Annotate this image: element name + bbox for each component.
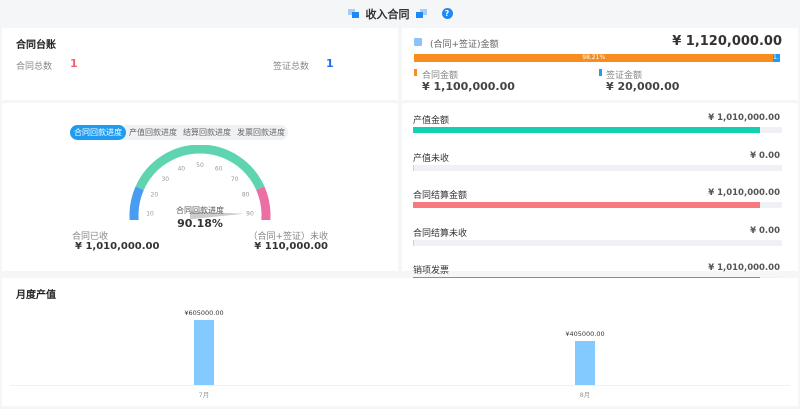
progress-value: ¥ 1,010,000.00 — [708, 188, 780, 198]
visa-share-bar: 1. — [773, 54, 780, 62]
contract-total-label: 合同总数 — [16, 62, 53, 72]
unreceived-value: ¥ 110,000.00 — [254, 241, 328, 252]
progress-label: 合同结算金额 — [413, 191, 468, 201]
gauge-value: 90.18% — [177, 217, 223, 230]
gauge-arc-mid — [135, 145, 265, 191]
x-axis — [10, 385, 790, 386]
chart-title: 月度产值 — [16, 290, 56, 301]
bar-0 — [194, 320, 214, 385]
progress-bar — [413, 239, 782, 246]
visa-total-label: 签证总数 — [273, 62, 310, 72]
page-header: 收入合同 ? — [0, 0, 800, 27]
x-tick-label: 7月 — [198, 391, 210, 399]
gauge-tick-label: 10 — [146, 210, 154, 217]
amount-icon — [414, 38, 422, 46]
progress-bar — [413, 127, 782, 133]
contract-share-bar: 98.21% — [414, 54, 774, 62]
gauge-chart: 0102030405060708090100 — [129, 145, 271, 220]
received-label: 合同已收 — [72, 232, 109, 242]
gauge-tick-label: 30 — [161, 176, 169, 183]
monthly-output-panel: 月度产值 ¥605000.00 7月 ¥405000.00 8月 — [2, 278, 798, 406]
amount-label: (合同+签证)金额 — [430, 40, 499, 50]
gauge-pointer — [189, 211, 244, 220]
progress-bar — [413, 164, 782, 171]
progress-label: 合同结算未收 — [413, 228, 468, 239]
contract-amount-label: 合同金额 — [422, 71, 459, 81]
gauge-tick-label: 90 — [246, 210, 254, 217]
tab-invoice-progress[interactable]: 发票回款进度 — [237, 128, 285, 137]
gauge-tabs: 合同回款进度 产值回款进度 结算回款进度 发票回款进度 — [70, 125, 288, 140]
progress-value: ¥ 0.00 — [750, 150, 780, 161]
tab-output-progress[interactable]: 产值回款进度 — [129, 128, 177, 137]
progress-value: ¥ 1,010,000.00 — [708, 113, 780, 123]
decor-right-icon — [415, 8, 428, 19]
progress-fill — [413, 202, 760, 208]
gauge-tick-label: 40 — [177, 166, 185, 173]
gauge-tick-label: 60 — [215, 166, 223, 173]
received-value: ¥ 1,010,000.00 — [75, 241, 160, 252]
ledger-panel: 合同台账 合同总数 1 签证总数 1 — [2, 28, 398, 100]
gauge-name: 合同回款进度 — [176, 206, 224, 215]
progress-value: ¥ 1,010,000.00 — [708, 263, 780, 273]
page-title: 收入合同 — [365, 7, 410, 21]
progress-label: 产值金额 — [413, 116, 450, 126]
visa-legend-icon — [599, 69, 602, 76]
bar-1 — [575, 341, 595, 385]
gauge-arc-low — [129, 186, 144, 220]
visa-amount: ¥ 20,000.00 — [606, 80, 680, 93]
tab-contract-progress[interactable]: 合同回款进度 — [70, 125, 126, 140]
gauge-arc-high — [256, 186, 271, 220]
visa-total: 1 — [326, 57, 334, 70]
progress-label: 销项发票 — [413, 266, 450, 276]
progress-fill — [413, 239, 415, 246]
tab-settlement-progress[interactable]: 结算回款进度 — [183, 128, 231, 137]
bar-data-label: ¥605000.00 — [184, 309, 224, 317]
visa-amount-label: 签证金额 — [606, 71, 643, 81]
gauge-tick-label: 50 — [196, 162, 204, 169]
contract-total: 1 — [70, 57, 78, 70]
amount-panel: (合同+签证)金额 ¥ 1,120,000.00 98.21% 1. 合同金额 … — [402, 28, 798, 100]
gauge-tick-label: 20 — [151, 192, 159, 199]
contract-legend-icon — [414, 69, 417, 76]
decor-left-icon — [347, 8, 360, 19]
unreceived-label: （合同+签证）未收 — [248, 232, 328, 242]
x-tick-label: 8月 — [579, 391, 591, 399]
amount-total: ¥ 1,120,000.00 — [672, 34, 782, 49]
gauge-tick-label: 80 — [242, 192, 250, 199]
gauge-tick-label: 70 — [231, 176, 239, 183]
ledger-title: 合同台账 — [16, 40, 56, 51]
progress-value: ¥ 0.00 — [750, 225, 780, 236]
bar-data-label: ¥405000.00 — [565, 330, 605, 339]
progress-bar — [413, 202, 782, 208]
progress-label: 产值未收 — [413, 153, 450, 164]
progress-fill — [413, 127, 760, 133]
contract-amount: ¥ 1,100,000.00 — [422, 80, 515, 93]
help-icon[interactable]: ? — [441, 8, 453, 19]
progress-fill — [413, 164, 415, 171]
